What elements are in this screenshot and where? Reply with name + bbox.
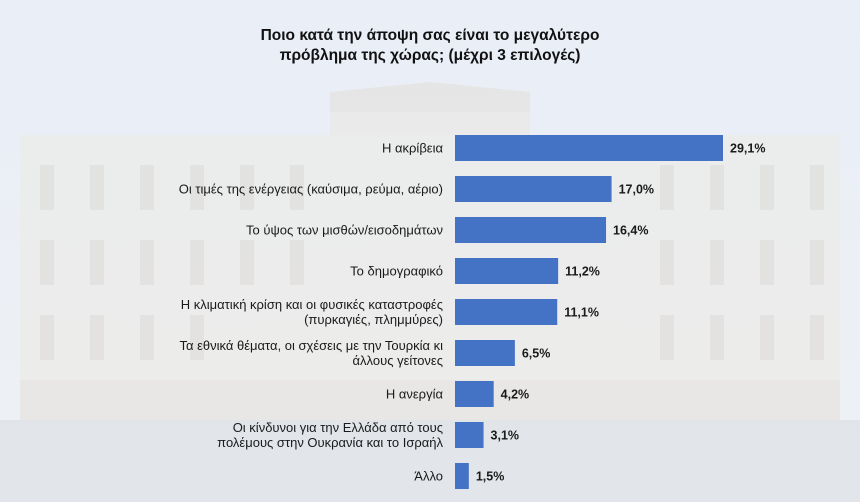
category-label-1-line-0: Οι τιμές της ενέργειας (καύσιμα, ρεύμα, … — [179, 182, 443, 197]
bar-3 — [455, 258, 559, 284]
bar-7 — [455, 422, 484, 448]
chart-title-line-1: Ποιο κατά την άποψη σας είναι το μεγαλύτ… — [260, 27, 600, 44]
category-label-4-line-1: (πυρκαγιές, πλημμύρες) — [304, 312, 443, 327]
category-label-7-line-0: Οι κίνδυνοι για την Ελλάδα από τους — [233, 420, 443, 435]
value-label-7: 3,1% — [491, 429, 519, 443]
category-label-5-line-1: άλλους γείτονες — [353, 353, 443, 368]
category-label-4-line-0: Η κλιματική κρίση και οι φυσικές καταστρ… — [181, 297, 443, 312]
category-label-8-line-0: Άλλο — [414, 469, 443, 484]
value-label-4: 11,1% — [564, 306, 599, 320]
category-label-3: Το δημογραφικό — [350, 264, 443, 279]
bar-8 — [455, 463, 469, 489]
bar-5 — [455, 340, 515, 366]
category-label-0: Η ακρίβεια — [382, 141, 443, 156]
value-label-0: 29,1% — [730, 142, 765, 156]
category-label-2: Το ύψος των μισθών/εισοδημάτων — [246, 223, 443, 238]
chart-title: Ποιο κατά την άποψη σας είναι το μεγαλύτ… — [0, 26, 860, 66]
category-label-6-line-0: Η ανεργία — [386, 387, 444, 402]
category-label-7: Οι κίνδυνοι για την Ελλάδα από τους πολέμ… — [217, 420, 443, 450]
category-label-5: Τα εθνικά θέματα, οι σχέσεις με την Τουρ… — [180, 338, 444, 368]
category-label-8: Άλλο — [414, 469, 443, 484]
bar-4 — [455, 299, 558, 325]
value-label-8: 1,5% — [476, 470, 505, 484]
category-label-4: Η κλιματική κρίση και οι φυσικές καταστρ… — [181, 297, 443, 327]
category-label-6: Η ανεργία — [386, 387, 444, 402]
category-label-3-line-0: Το δημογραφικό — [350, 264, 443, 279]
bar-1 — [455, 176, 612, 202]
value-label-2: 16,4% — [613, 224, 648, 238]
category-label-7-line-1: πολέμους στην Ουκρανία και το Ισραήλ — [217, 435, 443, 450]
value-label-1: 17,0% — [619, 183, 654, 197]
category-label-2-line-0: Το ύψος των μισθών/εισοδημάτων — [246, 223, 443, 238]
category-label-0-line-0: Η ακρίβεια — [382, 141, 443, 156]
category-label-5-line-0: Τα εθνικά θέματα, οι σχέσεις με την Τουρ… — [180, 338, 444, 353]
category-label-1: Οι τιμές της ενέργειας (καύσιμα, ρεύμα, … — [179, 182, 443, 197]
bar-2 — [455, 217, 607, 243]
bar-6 — [455, 381, 494, 407]
bar-0 — [455, 135, 723, 161]
value-label-3: 11,2% — [565, 265, 600, 279]
chart-title-line-2: πρόβλημα της χώρας; (μέχρι 3 επιλογές) — [279, 47, 581, 64]
value-label-6: 4,2% — [501, 388, 530, 402]
value-label-5: 6,5% — [522, 347, 551, 361]
